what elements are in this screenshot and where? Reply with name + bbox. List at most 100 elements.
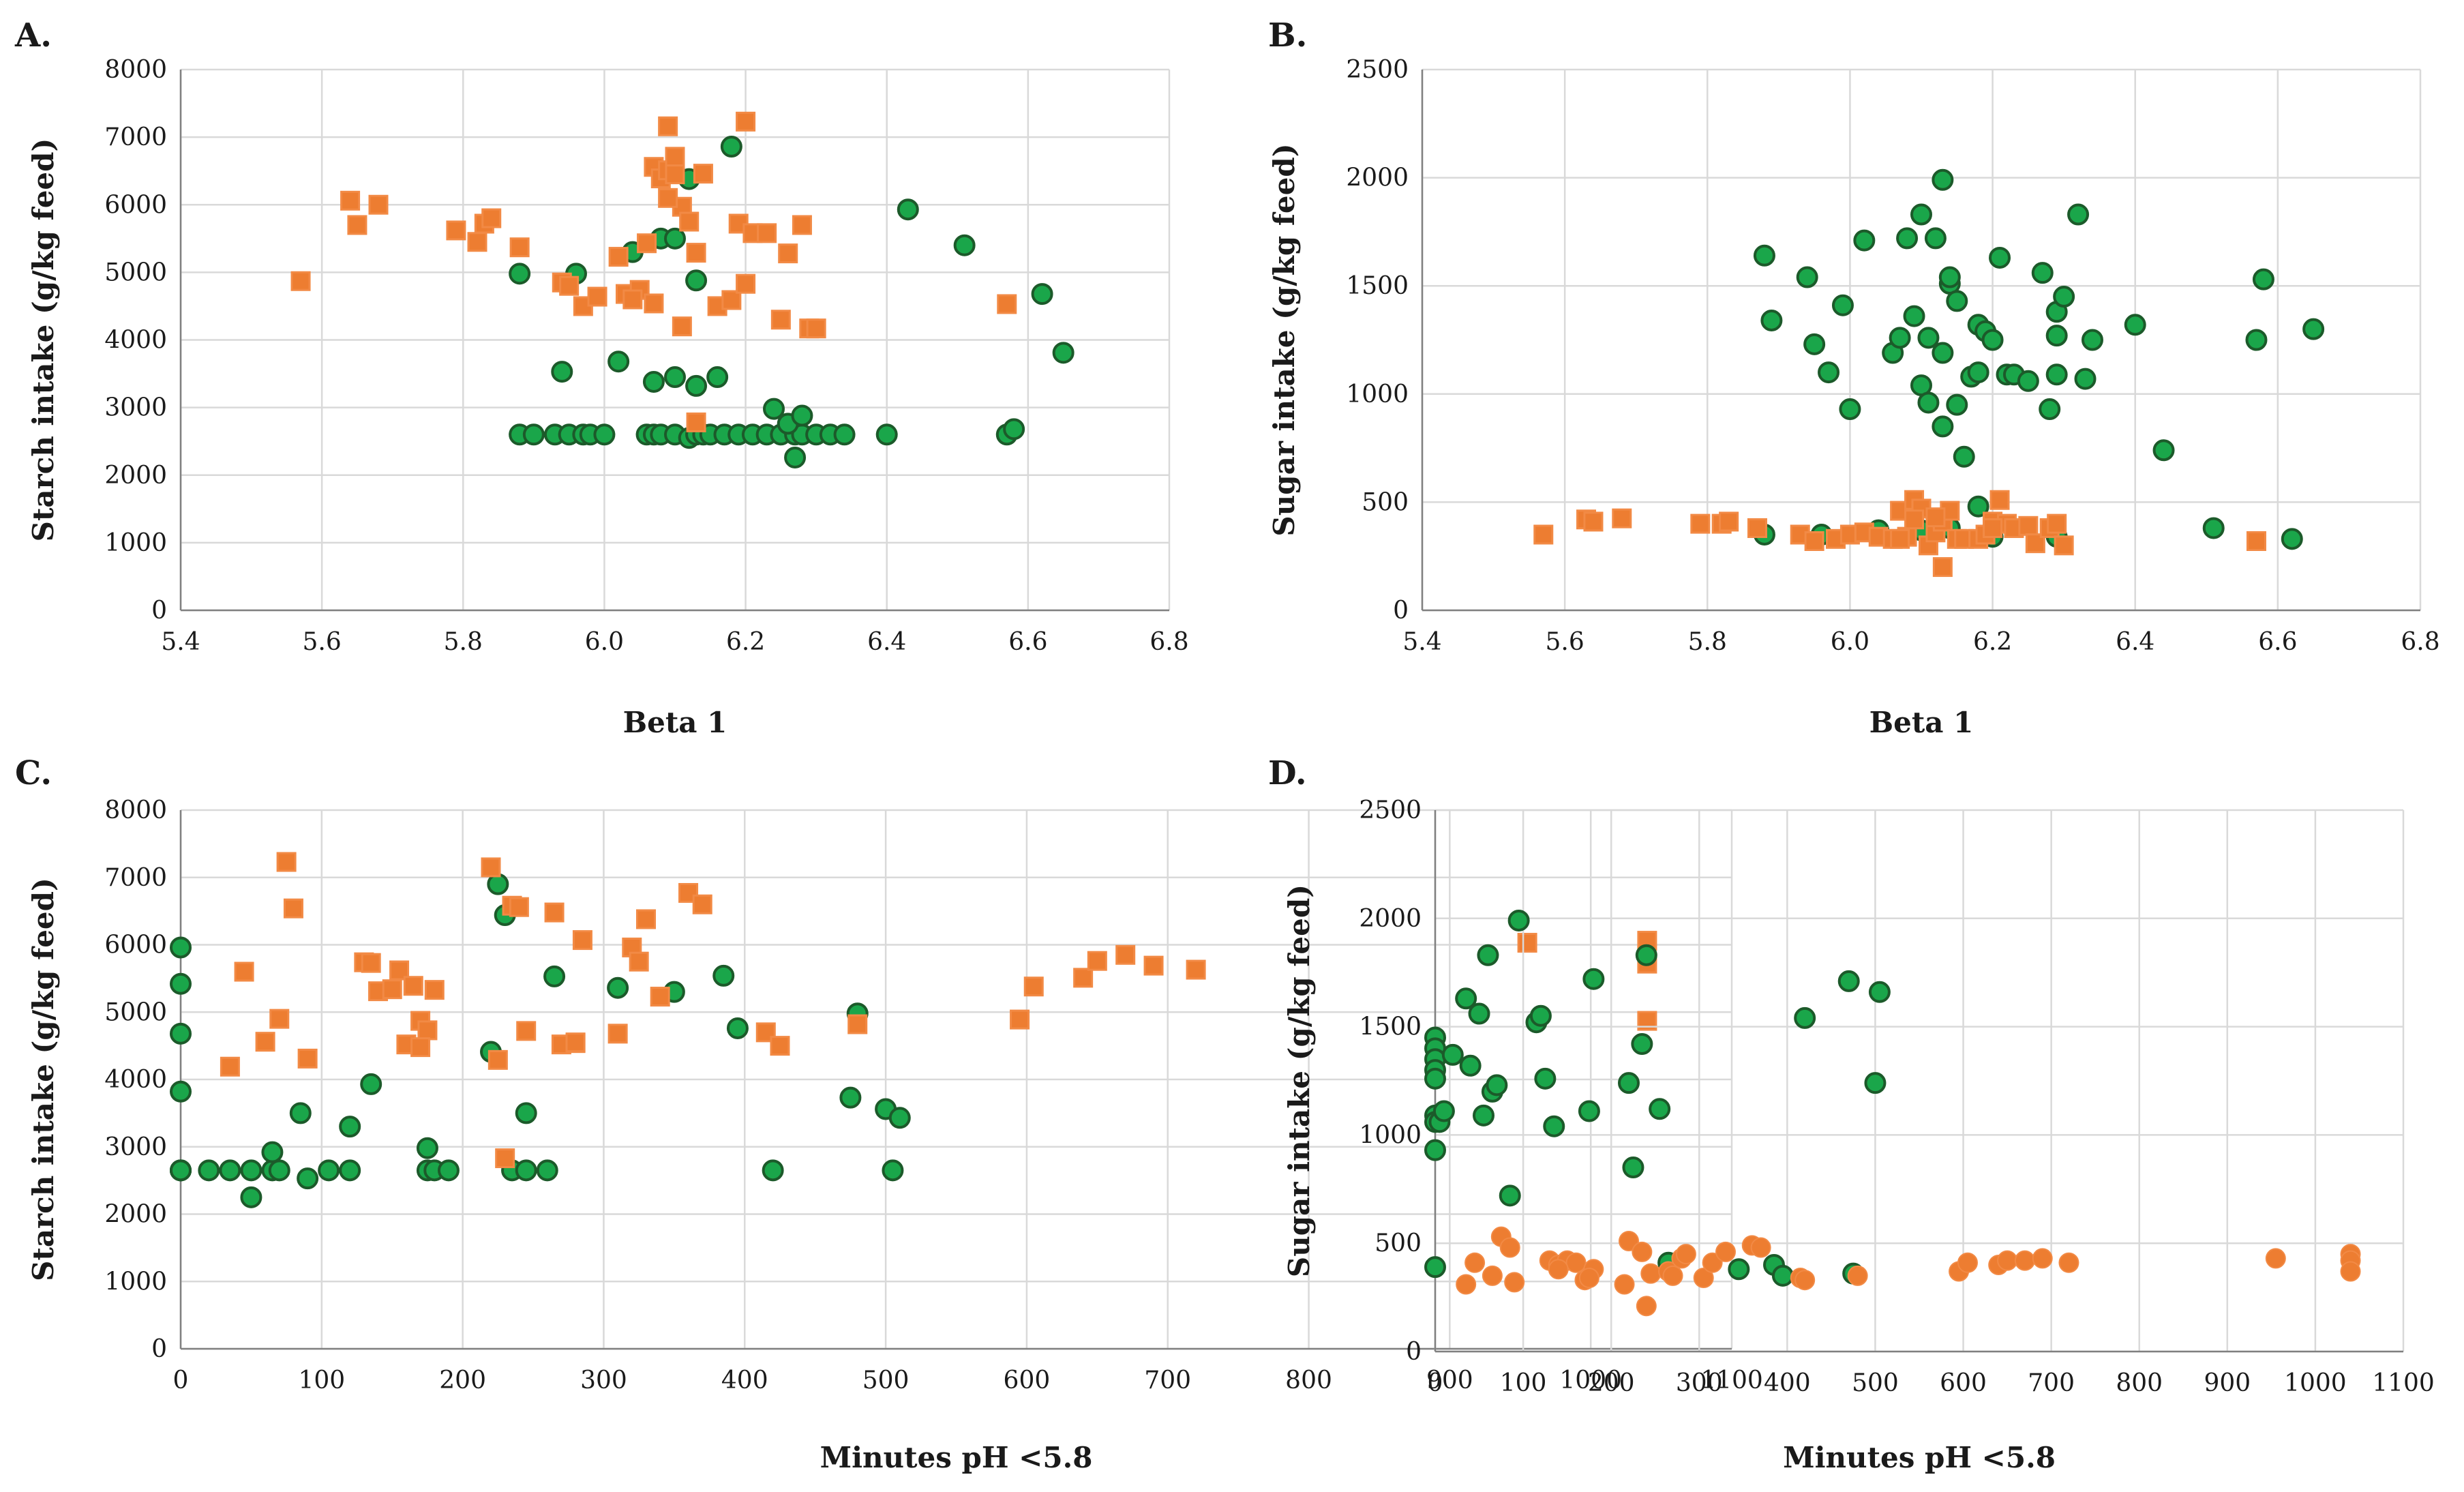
- y-tick-label: 0: [151, 1335, 167, 1363]
- data-point: [2067, 203, 2090, 226]
- x-tick-label: 400: [721, 1367, 768, 1394]
- data-point: [1803, 333, 1826, 355]
- data-point: [1864, 1072, 1887, 1094]
- data-point: [1904, 509, 1925, 530]
- data-point: [1543, 1115, 1565, 1137]
- x-tick-label: 6.4: [867, 628, 906, 656]
- data-point: [416, 1137, 438, 1159]
- data-point: [339, 1159, 361, 1182]
- data-point: [318, 1159, 340, 1182]
- data-point: [495, 1148, 515, 1169]
- data-point: [1424, 1067, 1446, 1090]
- data-point: [219, 1159, 241, 1182]
- data-point: [1693, 1268, 1714, 1289]
- data-point: [170, 1080, 192, 1103]
- data-point: [897, 198, 919, 221]
- data-point: [1719, 511, 1739, 532]
- data-point: [1459, 1054, 1482, 1077]
- panel-b: 0 500 1000 1500 2000 2500 5.4 5.6 5.8 6.0 6.2 6.4 6.…: [1267, 16, 2440, 739]
- data-point: [1771, 1264, 1794, 1287]
- x-tick-label: 1100: [1700, 1367, 1763, 1394]
- data-point: [847, 1014, 868, 1034]
- data-point: [1640, 1263, 1662, 1284]
- data-point: [544, 902, 565, 923]
- data-point: [1052, 342, 1075, 364]
- data-point: [665, 164, 685, 185]
- data-point: [1578, 1100, 1600, 1122]
- y-tick-label: 1000: [104, 529, 167, 557]
- data-point: [607, 1024, 628, 1044]
- data-point: [2246, 531, 2266, 551]
- data-point: [650, 987, 670, 1007]
- x-tick-label: 0: [1428, 1369, 1443, 1397]
- data-point: [1533, 524, 1554, 545]
- y-tick-label: 4000: [104, 327, 167, 355]
- x-tick-label: 800: [1285, 1367, 1332, 1394]
- data-point: [1583, 511, 1604, 532]
- data-point: [283, 898, 303, 919]
- y-tick-label: 2500: [1359, 796, 1422, 824]
- y-tick-label: 500: [1374, 1229, 1422, 1257]
- panel-a: 0 1000 2000 3000 4000 5000 6000 7000 8000 5.4 5.6 5…: [14, 16, 1189, 739]
- data-point: [1868, 981, 1891, 1003]
- x-axis-title: Minutes pH <5.8: [820, 1441, 1093, 1474]
- data-point: [1967, 361, 1989, 384]
- x-axis-title: Beta 1: [1869, 706, 1974, 739]
- y-tick-label: 2000: [104, 1201, 167, 1229]
- data-point: [1753, 244, 1775, 267]
- data-point: [1635, 944, 1657, 966]
- data-point: [509, 897, 529, 917]
- data-point: [762, 1159, 784, 1182]
- data-point: [289, 1102, 312, 1124]
- x-tick-label: 200: [1588, 1369, 1635, 1397]
- data-point: [1804, 531, 1824, 551]
- x-tick-label: 0: [173, 1367, 189, 1394]
- series-green: [170, 873, 911, 1208]
- data-point: [1932, 557, 1953, 578]
- data-point: [2265, 1248, 2286, 1269]
- data-point: [261, 1141, 284, 1163]
- data-point: [1614, 1274, 1635, 1295]
- data-point: [1473, 1104, 1494, 1127]
- data-point: [1486, 1074, 1508, 1096]
- data-point: [2031, 262, 2054, 284]
- x-tick-label: 700: [1144, 1367, 1191, 1394]
- data-point: [2302, 318, 2325, 340]
- data-point: [1482, 1265, 1503, 1286]
- data-point: [1186, 959, 1206, 980]
- data-point: [240, 1159, 262, 1182]
- data-point: [1760, 309, 1783, 331]
- data-point: [791, 404, 813, 427]
- x-tick-label: 600: [1004, 1367, 1051, 1394]
- data-point: [784, 446, 807, 468]
- data-point: [1917, 391, 1940, 414]
- x-tick-label: 300: [580, 1367, 627, 1394]
- data-point: [198, 1159, 220, 1182]
- data-point: [2058, 1252, 2079, 1273]
- data-point: [1649, 1098, 1671, 1120]
- data-point: [636, 909, 656, 929]
- data-point: [515, 1102, 537, 1124]
- data-point: [339, 1116, 361, 1138]
- x-tick-label: 5.8: [444, 628, 483, 656]
- data-point: [1582, 968, 1605, 990]
- data-point: [1938, 266, 1961, 288]
- y-tick-label: 3000: [104, 394, 167, 422]
- data-point: [2032, 1248, 2053, 1269]
- data-point: [679, 211, 700, 232]
- data-point: [1662, 1265, 1683, 1286]
- data-point: [2017, 370, 2039, 392]
- data-point: [806, 318, 826, 339]
- data-point: [1618, 1072, 1640, 1094]
- data-point: [543, 965, 566, 987]
- data-point: [487, 1049, 508, 1070]
- data-point: [1794, 1270, 1816, 1291]
- data-point: [515, 1159, 537, 1182]
- data-point: [2045, 363, 2068, 386]
- data-point: [2018, 516, 2039, 536]
- data-point: [1847, 1265, 1868, 1286]
- x-tick-label: 5.4: [1402, 628, 1441, 656]
- data-point: [658, 188, 678, 208]
